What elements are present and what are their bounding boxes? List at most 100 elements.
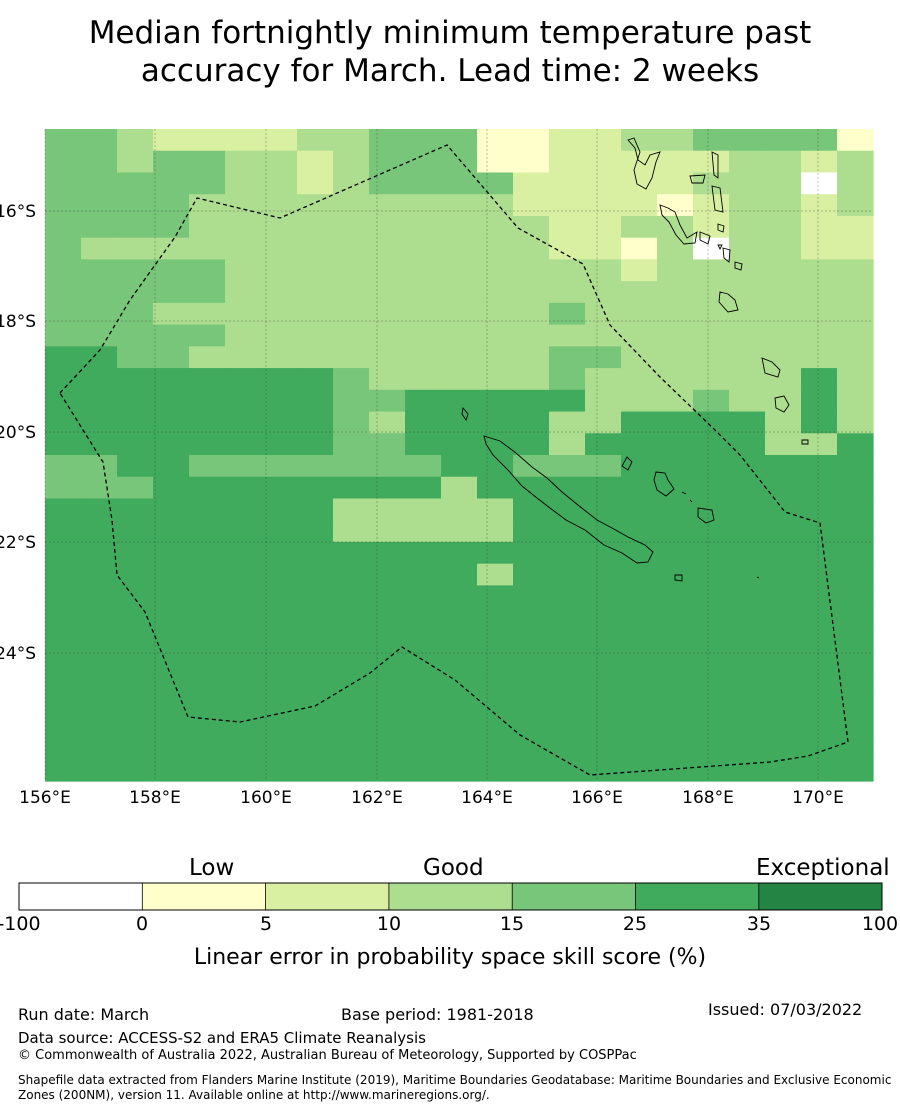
grid-cell <box>81 215 118 239</box>
grid-cell <box>477 498 514 521</box>
grid-cell <box>729 715 766 739</box>
grid-cell <box>621 259 658 282</box>
grid-cell <box>621 672 658 695</box>
grid-cell <box>333 215 370 239</box>
issued-date: Issued: 07/03/2022 <box>708 1000 863 1019</box>
grid-cell <box>261 520 298 543</box>
grid-cell <box>549 237 586 260</box>
grid-cell <box>657 346 694 369</box>
grid-cell <box>45 259 82 282</box>
grid-cell <box>837 389 874 413</box>
grid-cell <box>837 715 874 739</box>
grid-cell <box>837 215 874 239</box>
grid-cell <box>765 150 802 174</box>
grid-cell <box>225 194 262 217</box>
grid-cell <box>405 324 442 347</box>
grid-cell <box>81 259 118 282</box>
grid-cell <box>657 150 694 174</box>
grid-cell <box>189 368 226 391</box>
grid-cell <box>405 389 442 413</box>
grid-cell <box>549 737 586 760</box>
grid-cell <box>801 368 838 391</box>
grid-cell <box>333 411 370 434</box>
grid-cell <box>189 302 226 326</box>
grid-cell <box>477 759 514 782</box>
grid-cell <box>189 346 226 369</box>
grid-cell <box>153 694 190 717</box>
grid-cell <box>549 194 586 217</box>
grid-cell <box>801 650 838 673</box>
grid-cell <box>513 433 550 456</box>
grid-cell <box>513 172 550 195</box>
grid-cell <box>369 672 406 695</box>
grid-cell <box>585 498 622 521</box>
grid-cell <box>369 172 406 195</box>
grid-cell <box>405 498 442 521</box>
grid-cell <box>585 585 622 608</box>
grid-cell <box>513 194 550 217</box>
grid-cell <box>729 759 766 782</box>
grid-cell <box>729 672 766 695</box>
grid-cell <box>621 368 658 391</box>
grid-cell <box>801 324 838 347</box>
grid-cell <box>297 650 334 673</box>
grid-cell <box>441 672 478 695</box>
grid-cell <box>261 498 298 521</box>
grid-cell <box>369 237 406 260</box>
grid-cell <box>693 694 730 717</box>
grid-cell <box>45 694 82 717</box>
grid-cell <box>837 563 874 586</box>
grid-cell <box>405 215 442 239</box>
grid-cell <box>657 541 694 565</box>
grid-cell <box>297 346 334 369</box>
grid-cell <box>585 759 622 782</box>
grid-cell <box>297 607 334 630</box>
grid-cell <box>765 411 802 434</box>
grid-cell <box>45 737 82 760</box>
grid-cell <box>189 259 226 282</box>
grid-cell <box>261 737 298 760</box>
lat-tick-label: 22°S <box>0 533 36 553</box>
grid-cell <box>261 585 298 608</box>
grid-cell <box>585 715 622 739</box>
grid-cell <box>801 498 838 521</box>
grid-cell <box>369 563 406 586</box>
grid-cell <box>189 737 226 760</box>
grid-cell <box>225 498 262 521</box>
shapefile-credit-line-2: Zones (200NM), version 11. Available onl… <box>18 1088 490 1102</box>
grid-cell <box>549 455 586 478</box>
lat-tick-label: 24°S <box>0 644 36 664</box>
grid-cell <box>477 520 514 543</box>
grid-cell <box>225 129 262 152</box>
grid-cell <box>765 628 802 652</box>
grid-cell <box>225 302 262 326</box>
grid-cell <box>657 715 694 739</box>
title-line-1: Median fortnightly minimum temperature p… <box>88 15 812 51</box>
grid-cell <box>837 368 874 391</box>
grid-cell <box>729 628 766 652</box>
grid-cell <box>621 281 658 304</box>
lon-tick-label: 164°E <box>461 788 513 808</box>
grid-cell <box>621 628 658 652</box>
grid-cell <box>729 585 766 608</box>
grid-cell <box>801 237 838 260</box>
vanuatu-islands <box>627 137 743 313</box>
grid-cell <box>657 585 694 608</box>
grid-cell <box>765 237 802 260</box>
grid-cell <box>693 150 730 174</box>
grid-cell <box>225 759 262 782</box>
grid-cell <box>189 433 226 456</box>
grid-cell <box>441 541 478 565</box>
grid-cell <box>153 672 190 695</box>
grid-cell <box>45 498 82 521</box>
grid-cell <box>117 715 154 739</box>
grid-cell <box>837 237 874 260</box>
grid-cell <box>81 324 118 347</box>
grid-cell <box>45 368 82 391</box>
grid-cell <box>765 346 802 369</box>
grid-cell <box>837 150 874 174</box>
grid-cell <box>81 563 118 586</box>
grid-cell <box>477 694 514 717</box>
grid-cell <box>729 150 766 174</box>
grid-cell <box>801 389 838 413</box>
